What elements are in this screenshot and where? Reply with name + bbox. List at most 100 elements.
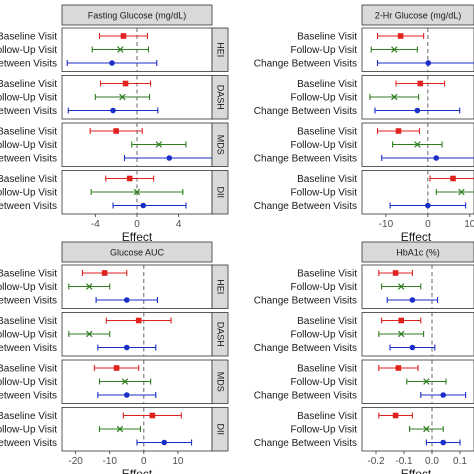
estimate-point (397, 33, 404, 39)
estimate-point (414, 107, 421, 114)
row-label: Follow-Up Visit (291, 188, 358, 199)
panel-title: Glucose AUC (110, 248, 165, 258)
row-label: Change Between Visits (0, 296, 57, 307)
estimate-point (101, 270, 108, 276)
row-label: Change Between Visits (0, 201, 57, 212)
row-label: Change Between Visits (254, 391, 357, 402)
panel-title: Fasting Glucose (mg/dL) (88, 11, 187, 21)
x-tick-label: 0 (134, 219, 140, 230)
row-label: Follow-Up Visit (0, 45, 57, 56)
row-label: Baseline Visit (0, 364, 57, 375)
x-tick-label: -4 (91, 219, 100, 230)
row-label: Follow-Up Visit (291, 45, 358, 56)
row-label: Baseline Visit (0, 127, 57, 138)
row-label: Follow-Up Visit (0, 188, 57, 199)
model-label: HEI (216, 279, 226, 294)
row-label: Follow-Up Visit (291, 140, 358, 151)
row-label: Baseline Visit (297, 174, 357, 185)
estimate-point (126, 175, 133, 182)
row-label: Change Between Visits (254, 438, 357, 449)
x-tick-label: -20 (68, 456, 83, 467)
estimate-point (140, 202, 147, 209)
row-label: Follow-Up Visit (0, 377, 57, 388)
estimate-point (398, 317, 404, 324)
panel-4: HbA1c (%) Baseline Visit Follow-Up Visit Ch… (254, 241, 474, 474)
estimate-point (110, 107, 116, 114)
estimate-point (121, 378, 129, 385)
estimate-point (458, 188, 465, 196)
row-label: Baseline Visit (0, 79, 57, 90)
model-strip (211, 312, 229, 357)
row-label: Baseline Visit (0, 269, 57, 280)
estimate-point (113, 365, 120, 371)
estimate-point (109, 60, 115, 66)
estimate-point (433, 155, 440, 161)
estimate-point (123, 392, 130, 398)
model-label: MDS (216, 135, 226, 155)
x-axis-title: Effect (122, 467, 153, 474)
row-label: Follow-Up Visit (291, 93, 358, 104)
estimate-point (135, 317, 142, 324)
row-label: Baseline Visit (297, 32, 357, 43)
row-label: Change Between Visits (0, 391, 57, 402)
estimate-point (155, 141, 163, 148)
model-label: DASH (216, 85, 226, 110)
row-label: Change Between Visits (0, 59, 57, 70)
estimate-point (391, 93, 398, 101)
model-strip (211, 359, 229, 404)
model-strip (211, 75, 229, 120)
model-label: MDS (216, 372, 226, 392)
panel-strip (361, 4, 474, 26)
estimate-point (123, 297, 130, 303)
row-label: Follow-Up Visit (0, 282, 57, 293)
model-label: DII (216, 423, 226, 435)
model-strip (211, 407, 229, 452)
estimate-point (161, 439, 168, 446)
estimate-point (116, 425, 124, 433)
estimate-point (440, 392, 447, 398)
x-axis-title: Effect (401, 467, 432, 474)
estimate-point (409, 344, 416, 351)
x-axis-title: Effect (401, 230, 432, 244)
row-label: Change Between Visits (0, 343, 57, 354)
row-label: Change Between Visits (254, 106, 357, 117)
panel-2: 2-Hr Glucose (mg/dL) Baseline Visit Follow… (254, 4, 474, 244)
row-label: Follow-Up Visit (0, 93, 57, 104)
row-label: Follow-Up Visit (291, 330, 358, 341)
model-strip (211, 27, 229, 72)
row-label: Baseline Visit (0, 174, 57, 185)
estimate-point (450, 175, 456, 182)
row-label: Baseline Visit (297, 411, 357, 422)
row-label: Follow-Up Visit (291, 425, 358, 436)
estimate-point (149, 412, 156, 419)
row-label: Baseline Visit (297, 79, 357, 90)
x-tick-label: 0 (425, 219, 431, 230)
row-label: Follow-Up Visit (0, 330, 57, 341)
row-label: Change Between Visits (254, 343, 357, 354)
x-tick-label: -0.2 (367, 456, 385, 467)
model-label: DII (216, 186, 226, 198)
x-tick-label: 10 (464, 219, 474, 230)
estimate-point (117, 46, 124, 53)
estimate-point (392, 270, 399, 276)
estimate-point (86, 283, 93, 290)
row-label: Change Between Visits (0, 154, 57, 165)
row-label: Change Between Visits (254, 296, 357, 307)
estimate-point (119, 93, 126, 101)
estimate-point (122, 80, 129, 87)
x-tick-label: 10 (172, 456, 184, 467)
panel-3: Glucose AUC HEI Baseline Visit Follow-Up Vi… (0, 241, 229, 474)
x-tick-label: 0.1 (453, 456, 467, 467)
estimate-point (391, 46, 398, 53)
estimate-point (425, 60, 432, 66)
estimate-point (123, 344, 130, 351)
model-strip (211, 170, 229, 215)
estimate-point (425, 202, 431, 209)
estimate-point (397, 283, 405, 290)
row-label: Baseline Visit (297, 316, 357, 327)
estimate-point (423, 378, 430, 385)
panel-title: 2-Hr Glucose (mg/dL) (375, 11, 462, 21)
estimate-point (395, 128, 402, 134)
x-tick-label: -10 (379, 219, 394, 230)
estimate-point (133, 188, 141, 196)
